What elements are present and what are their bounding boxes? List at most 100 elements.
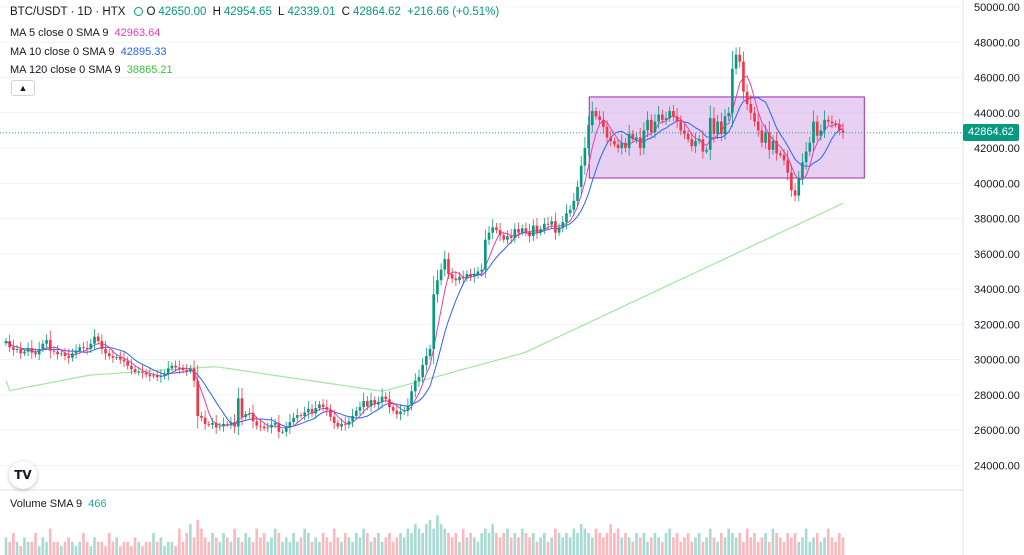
- candle-body: [425, 356, 428, 365]
- candle-body: [664, 118, 668, 120]
- volume-bar: [203, 537, 207, 555]
- volume-bar: [307, 533, 310, 555]
- candle-body: [697, 139, 701, 142]
- volume-bar: [15, 541, 19, 555]
- volume-bar: [731, 533, 734, 555]
- volume-bar: [351, 541, 354, 555]
- volume-bar: [480, 533, 483, 555]
- candle-body: [583, 148, 587, 166]
- volume-bar: [336, 537, 340, 555]
- volume-bar: [683, 537, 686, 555]
- candle-body: [100, 341, 104, 349]
- ma10-legend[interactable]: MA 10 close 0 SMA 9 42895.33: [10, 46, 170, 58]
- candle-body: [89, 343, 93, 349]
- candle-body: [67, 356, 71, 358]
- candle-body: [303, 412, 306, 416]
- volume-bar: [439, 524, 443, 555]
- volume-bar: [104, 546, 107, 555]
- volume-bar: [428, 519, 432, 555]
- candle-body: [495, 227, 498, 231]
- volume-bar: [436, 515, 439, 555]
- volume-bar: [476, 541, 480, 555]
- candle-body: [436, 280, 439, 295]
- candle-body: [255, 421, 259, 426]
- volume-bar: [189, 524, 192, 555]
- volume-bar: [749, 537, 753, 555]
- candle-body: [12, 347, 15, 350]
- volume-bar: [144, 541, 148, 555]
- candle-body: [447, 259, 450, 275]
- volume-bar: [756, 541, 760, 555]
- volume-bar: [638, 537, 642, 555]
- volume-bar: [450, 537, 454, 555]
- tradingview-logo[interactable]: TV: [9, 461, 37, 489]
- volume-bar: [742, 541, 745, 555]
- volume-bar: [458, 541, 461, 555]
- candle-body: [568, 209, 572, 214]
- candle-body: [37, 348, 41, 355]
- volume-bar: [358, 537, 362, 555]
- candle-body: [613, 141, 616, 145]
- high-value: 42954.65: [223, 6, 272, 18]
- volume-bar: [801, 537, 804, 555]
- volume-bar: [332, 528, 336, 555]
- volume-bar: [185, 533, 189, 555]
- volume-bar: [723, 537, 727, 555]
- volume-bar: [443, 528, 447, 555]
- candle-body: [576, 186, 579, 201]
- ma120-label: MA 120 close 0 SMA 9: [10, 64, 121, 76]
- volume-bar: [366, 533, 369, 555]
- ma10-label: MA 10 close 0 SMA 9: [10, 46, 115, 58]
- volume-bar: [413, 524, 417, 555]
- volume-bar: [37, 546, 41, 555]
- candle-body: [222, 423, 225, 427]
- volume-bar: [266, 541, 270, 555]
- collapse-legend-button[interactable]: ▲: [11, 80, 35, 96]
- candle-body: [270, 424, 273, 428]
- candle-body: [546, 223, 550, 225]
- range-box[interactable]: [588, 96, 865, 179]
- volume-bar: [502, 533, 506, 555]
- volume-bar: [708, 528, 712, 555]
- volume-bar: [225, 537, 229, 555]
- volume-bar: [686, 533, 690, 555]
- candle-body: [34, 352, 37, 355]
- candle-body: [229, 422, 233, 425]
- candle-body: [174, 365, 177, 368]
- volume-bar: [240, 541, 244, 555]
- volume-bar: [576, 533, 579, 555]
- volume-bar: [89, 546, 93, 555]
- candle-body: [19, 348, 23, 354]
- ma5-legend[interactable]: MA 5 close 0 SMA 9 42963.64: [10, 27, 163, 39]
- candle-body: [605, 126, 609, 138]
- candle-body: [775, 141, 778, 154]
- candle-body: [244, 414, 247, 417]
- volume-bar: [288, 541, 292, 555]
- candle-body: [454, 278, 458, 281]
- candle-body: [635, 137, 638, 140]
- volume-legend[interactable]: Volume SMA 9 466: [10, 498, 110, 510]
- candle-body: [801, 162, 804, 179]
- ma120-legend[interactable]: MA 120 close 0 SMA 9 38865.21: [10, 64, 176, 76]
- candle-body: [115, 356, 118, 358]
- symbol-label[interactable]: BTC/USDT · 1D · HTX: [10, 6, 126, 18]
- volume-bar: [675, 533, 679, 555]
- volume-bar: [775, 533, 778, 555]
- candle-body: [152, 375, 155, 377]
- volume-bar: [778, 537, 782, 555]
- candle-body: [196, 380, 200, 416]
- price-axis-background[interactable]: [963, 0, 1024, 555]
- volume-bar: [624, 533, 627, 555]
- volume-bar: [745, 528, 749, 555]
- candle-body: [624, 142, 627, 149]
- candle-body: [672, 111, 675, 117]
- candle-body: [502, 235, 506, 240]
- candle-body: [170, 365, 174, 369]
- volume-bar: [343, 533, 347, 555]
- volume-bar: [517, 537, 520, 555]
- volume-bar: [734, 537, 738, 555]
- volume-bar: [461, 528, 465, 555]
- candle-body: [782, 155, 786, 161]
- candle-body: [141, 371, 144, 373]
